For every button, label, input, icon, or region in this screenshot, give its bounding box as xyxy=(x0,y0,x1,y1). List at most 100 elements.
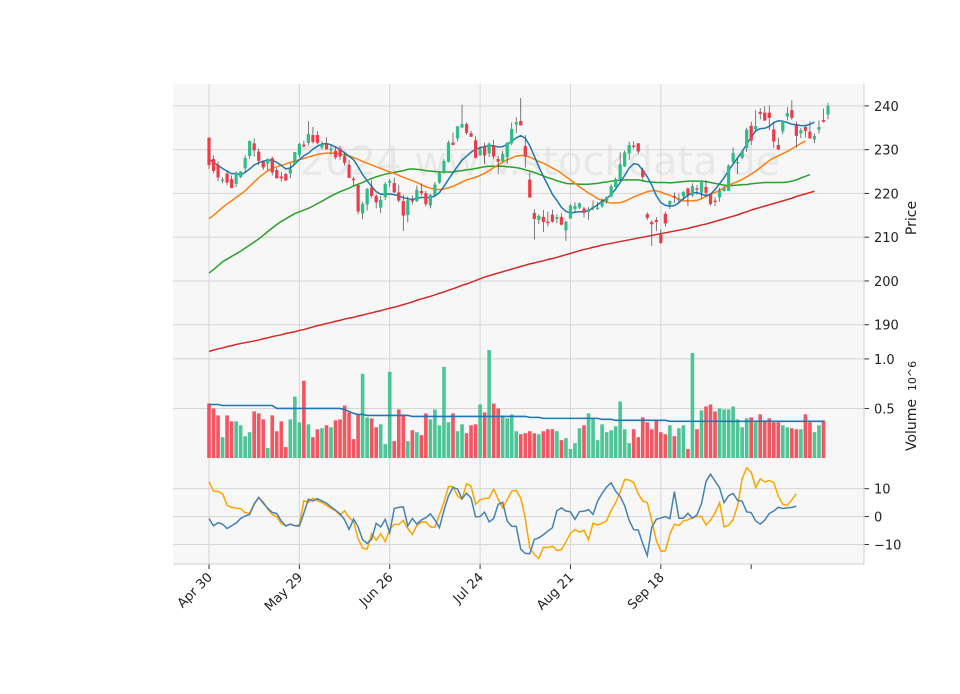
oscillator-y-tick-label: −10 xyxy=(874,538,901,553)
volume-bar xyxy=(577,428,582,458)
candle-body xyxy=(324,143,329,150)
volume-bar xyxy=(600,424,604,458)
volume-bar xyxy=(270,415,275,458)
volume-bar xyxy=(537,434,541,458)
candle-body xyxy=(532,212,536,220)
candle-body xyxy=(654,219,658,223)
volume-bar xyxy=(274,431,279,458)
volume-bar xyxy=(428,419,433,458)
candle-body xyxy=(645,214,649,218)
volume-bar xyxy=(546,429,550,458)
volume-bar xyxy=(405,441,410,458)
price-y-tick-label: 210 xyxy=(874,231,899,246)
volume-bar xyxy=(631,429,636,458)
candle-body xyxy=(695,188,699,190)
volume-bar xyxy=(211,408,216,458)
candle-body xyxy=(374,195,378,203)
candle-body xyxy=(672,195,676,198)
candle-body xyxy=(225,173,229,183)
candle-body xyxy=(754,126,758,130)
candle-body xyxy=(469,133,473,137)
volume-bar xyxy=(451,413,455,458)
candle-body xyxy=(239,171,243,177)
volume-bar xyxy=(582,425,586,458)
candle-body xyxy=(361,204,365,214)
volume-bar xyxy=(704,406,708,458)
candle-body xyxy=(370,187,374,196)
volume-bar xyxy=(609,430,613,458)
candle-body xyxy=(455,126,460,139)
candle-body xyxy=(473,140,478,158)
x-tick-label: Jul 24 xyxy=(450,570,487,607)
volume-bar xyxy=(803,414,808,458)
volume-bar xyxy=(550,429,555,458)
volume-bar xyxy=(532,433,537,458)
price-y-tick-label: 240 xyxy=(874,100,899,115)
volume-bar xyxy=(781,425,785,458)
candle-body xyxy=(501,153,505,162)
candle-body xyxy=(659,234,663,244)
volume-bar xyxy=(247,432,252,458)
candle-body xyxy=(794,124,798,136)
volume-average-line xyxy=(209,403,824,423)
candle-body xyxy=(510,128,514,144)
volume-bar xyxy=(225,415,229,458)
candle-body xyxy=(758,111,762,114)
volume-bar xyxy=(207,403,211,458)
volume-bar xyxy=(645,422,650,458)
candle-body xyxy=(248,141,252,156)
volume-bar xyxy=(306,424,311,458)
candle-body xyxy=(446,142,451,163)
volume-bar xyxy=(817,425,821,458)
candle-body xyxy=(419,191,423,194)
volume-bar xyxy=(722,409,726,458)
volume-bar xyxy=(360,373,365,458)
volume-bar xyxy=(478,404,482,458)
candle-body xyxy=(781,121,785,132)
candle-body xyxy=(636,143,640,152)
volume-bar xyxy=(677,428,681,458)
volume-bar xyxy=(740,427,744,458)
candle-body xyxy=(338,148,342,157)
volume-bar xyxy=(586,413,591,458)
volume-bar xyxy=(464,433,469,458)
candle-body xyxy=(686,188,690,195)
volume-y-tick-label: 1.0 xyxy=(874,353,895,368)
volume-bar xyxy=(338,419,342,458)
volume-bar xyxy=(744,418,749,458)
volume-bar xyxy=(496,408,500,458)
volume-bar xyxy=(284,447,288,458)
volume-bar xyxy=(613,426,618,458)
volume-bar xyxy=(790,428,794,458)
volume-bar xyxy=(527,431,532,458)
oscillator-y-tick-label: 0 xyxy=(874,511,882,526)
candle-body xyxy=(668,201,672,205)
volume-bar xyxy=(279,421,284,458)
candle-body xyxy=(415,189,419,202)
candle-body xyxy=(632,145,636,147)
price-y-tick-label: 230 xyxy=(874,144,899,159)
candle-body xyxy=(555,217,559,220)
volume-bar xyxy=(735,419,740,458)
candle-body xyxy=(541,216,545,223)
candle-body xyxy=(614,179,618,188)
volume-bar xyxy=(595,440,600,458)
candle-body xyxy=(623,152,627,167)
candle-body xyxy=(302,144,306,147)
volume-bar xyxy=(378,424,383,458)
candle-body xyxy=(618,164,622,180)
candle-body xyxy=(216,165,220,178)
candle-body xyxy=(496,159,500,162)
candle-body xyxy=(740,151,744,158)
candle-body xyxy=(803,127,808,132)
volume-bar xyxy=(767,418,772,458)
candle-body xyxy=(595,207,600,210)
candle-body xyxy=(464,124,469,133)
volume-bar xyxy=(514,431,519,458)
volume-bar xyxy=(216,415,220,458)
candle-body xyxy=(677,198,681,201)
candle-body xyxy=(329,148,333,151)
volume-bar xyxy=(365,417,369,458)
volume-bar xyxy=(256,413,261,458)
volume-bar xyxy=(509,414,514,458)
